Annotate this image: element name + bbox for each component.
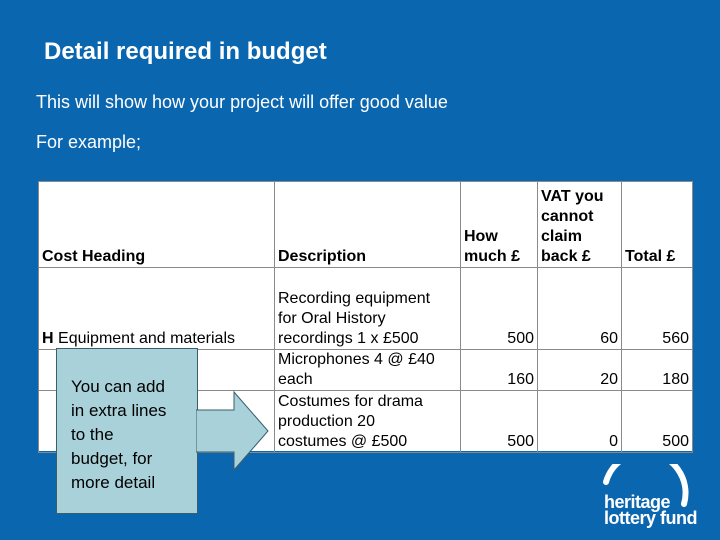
table-row: H Equipment and materials Recording equi… [38, 267, 693, 350]
cell-how-much: 500 [460, 390, 538, 453]
callout-line: in extra lines [71, 401, 167, 420]
example-label: For example; [36, 132, 142, 152]
description-line: costumes @ £500 [278, 433, 408, 450]
header-vat-line: back £ [541, 248, 591, 265]
budget-table: Cost Heading Description How much £ VAT … [38, 181, 693, 453]
cell-vat: 60 [537, 267, 622, 350]
cell-how-much: 160 [460, 349, 538, 391]
header-vat: VAT you cannot claim back £ [537, 181, 622, 268]
description-line: recordings 1 x £500 [278, 330, 419, 347]
header-total: Total £ [621, 181, 693, 268]
header-vat-line: VAT you [541, 188, 604, 205]
logo-arc-icon [603, 464, 689, 507]
intro-text: This will show how your project will off… [36, 92, 448, 112]
header-how-much-line: much £ [464, 248, 521, 265]
description-line: Recording equipment [278, 290, 431, 307]
callout-line: to the [71, 425, 114, 444]
cell-vat: 0 [537, 390, 622, 453]
slide-title: Detail required in budget [44, 38, 327, 65]
callout-line: You can add [71, 377, 165, 396]
cell-vat: 20 [537, 349, 622, 391]
header-how-much-line: How [464, 228, 498, 245]
cell-description: Microphones 4 @ £40 each [274, 349, 461, 391]
description-line: for Oral History [278, 310, 386, 327]
logo-text-line: lottery fund [604, 508, 698, 528]
header-cost-heading: Cost Heading [38, 181, 275, 268]
cell-total: 180 [621, 349, 693, 391]
logo-text-line: heritage [604, 492, 671, 512]
callout-line: more detail [71, 473, 156, 492]
description-line: production 20 [278, 413, 375, 430]
heritage-lottery-fund-logo: heritage lottery fund [600, 464, 698, 528]
cell-description: Costumes for drama production 20 costume… [274, 390, 461, 453]
callout-note: You can add in extra lines to the budget… [56, 348, 198, 514]
cost-heading-text: Equipment and materials [58, 330, 235, 347]
header-how-much: How much £ [460, 181, 538, 268]
description-line: each [278, 371, 313, 388]
description-line: Costumes for drama [278, 393, 423, 410]
row-marker: H [42, 330, 54, 347]
callout-line: budget, for [71, 449, 153, 468]
header-description: Description [274, 181, 461, 268]
callout-arrow-icon [196, 390, 269, 472]
header-vat-line: cannot [541, 208, 594, 225]
cell-how-much: 500 [460, 267, 538, 350]
cell-description: Recording equipment for Oral History rec… [274, 267, 461, 350]
cell-total: 500 [621, 390, 693, 453]
description-line: Microphones 4 @ £40 [278, 351, 435, 368]
cell-total: 560 [621, 267, 693, 350]
header-vat-line: claim [541, 228, 582, 245]
table-row: Microphones 4 @ £40 each 160 20 180 [38, 349, 693, 391]
cell-cost-heading: H Equipment and materials [38, 267, 275, 350]
table-header-row: Cost Heading Description How much £ VAT … [38, 181, 693, 268]
